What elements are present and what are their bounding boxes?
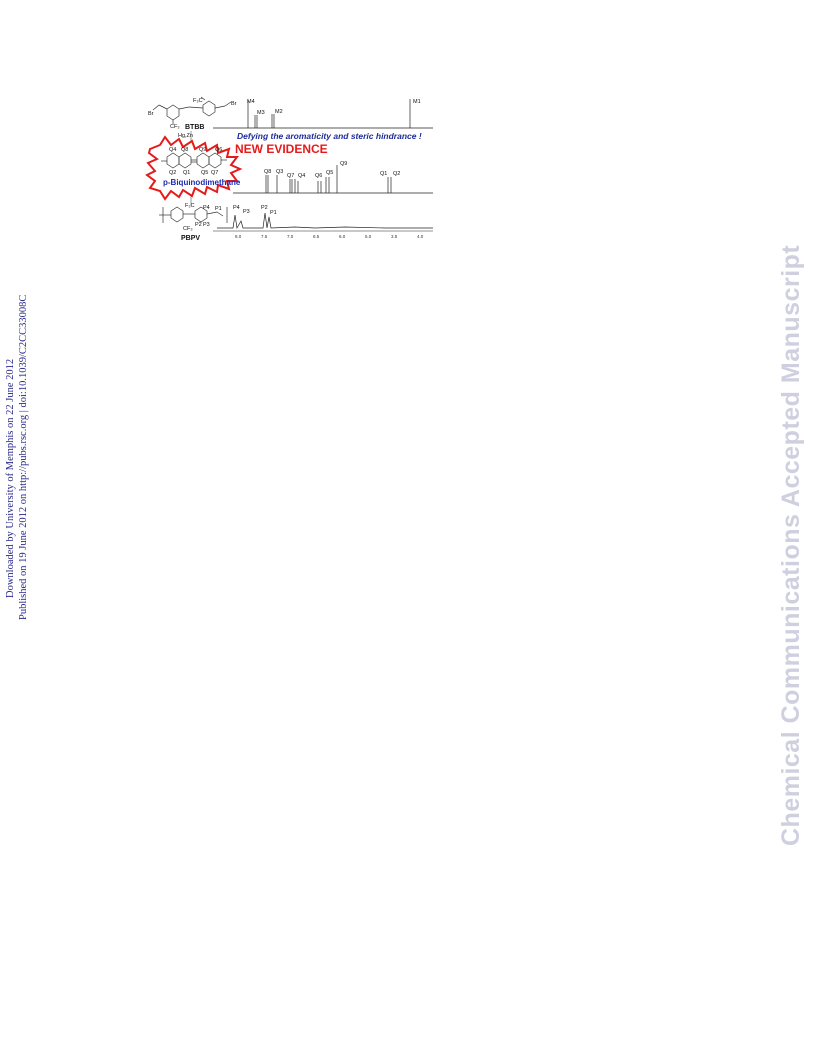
peak-label-q8: Q8 [264,169,271,175]
spectrum-polymer [213,212,433,232]
spectrum-quinoid [233,165,433,194]
ppm-axis: 8.0 7.5 7.0 6.5 6.0 5.0 3.5 4.0 [235,234,424,239]
axis-tick: 6.5 [313,234,320,239]
axis-tick: 6.0 [339,234,346,239]
peak-label-q3: Q3 [276,169,283,175]
axis-tick: 5.0 [365,234,372,239]
p1-struct-label: P1 [215,206,222,212]
q-label-q9: Q9 [199,147,206,153]
pbpv-structure-icon [159,206,228,223]
q-label-q2: Q2 [169,170,176,176]
peak-label-p1: P1 [270,210,277,216]
f3c-label-polymer: F₃C [185,203,195,209]
peak-label-m3: M3 [257,110,265,116]
axis-tick: 8.0 [235,234,242,239]
peak-label-q6: Q6 [315,173,322,179]
headline-text: NEW EVIDENCE [235,142,328,156]
starburst-icon [145,135,243,201]
peak-label-q4: Q4 [298,173,305,179]
peak-label-m4: M4 [247,99,255,105]
download-info-line: Downloaded by University of Memphis on 2… [5,358,16,598]
reagent-label: Hg,Zn [178,133,193,139]
p3-struct-label: P3 [203,222,210,228]
peak-label-q5: Q5 [326,170,333,176]
axis-tick: 7.0 [287,234,294,239]
peak-label-q9: Q9 [340,161,347,167]
compound-top-label: BTBB [185,124,204,131]
q-label-q5: Q5 [201,170,208,176]
quinoid-structure-icon [161,152,227,169]
peak-label-p4: P4 [233,205,240,211]
btbb-structure-icon [152,96,232,124]
peak-label-p2: P2 [261,205,268,211]
cf3-label-polymer: CF₃ [183,226,193,232]
graphical-abstract-svg: Br F₃C CF₃ Br BTBB Hg,Zn Q4 Q8 Q9 Q6 Q2 … [145,96,433,242]
tagline-text: Defying the aromaticity and steric hindr… [237,131,422,141]
doi-info-line: Published on 19 June 2012 on http://pubs… [18,294,29,620]
axis-tick: 4.0 [417,234,424,239]
q-label-q7: Q7 [211,170,218,176]
q-label-q8: Q8 [181,147,188,153]
q-label-q4: Q4 [169,147,176,153]
download-info-sidebar: Downloaded by University of Memphis on 2… [0,0,60,1056]
accepted-manuscript-watermark: Chemical Communications Accepted Manuscr… [777,244,805,846]
intermediate-label: p-Biquinodimethane [163,178,241,187]
graphical-abstract: Br F₃C CF₃ Br BTBB Hg,Zn Q4 Q8 Q9 Q6 Q2 … [145,95,440,245]
br-label-right: Br [231,101,237,107]
peak-label-q2: Q2 [393,171,400,177]
p2-struct-label: P2 [195,222,202,228]
peak-label-m2: M2 [275,109,283,115]
axis-tick: 3.5 [391,234,398,239]
f3c-label: F₃C [193,98,203,104]
peak-label-p3: P3 [243,209,250,215]
peak-label-q7: Q7 [287,173,294,179]
q-label-q1: Q1 [183,170,190,176]
peak-label-q1: Q1 [380,171,387,177]
axis-tick: 7.5 [261,234,268,239]
spectrum-monomer [213,99,433,129]
q-label-q6: Q6 [215,147,222,153]
p4-struct-label: P4 [203,205,210,211]
peak-label-m1: M1 [413,99,421,105]
compound-bottom-label: PBPV [181,235,200,242]
br-label: Br [148,111,154,117]
cf3-label: CF₃ [170,124,180,130]
